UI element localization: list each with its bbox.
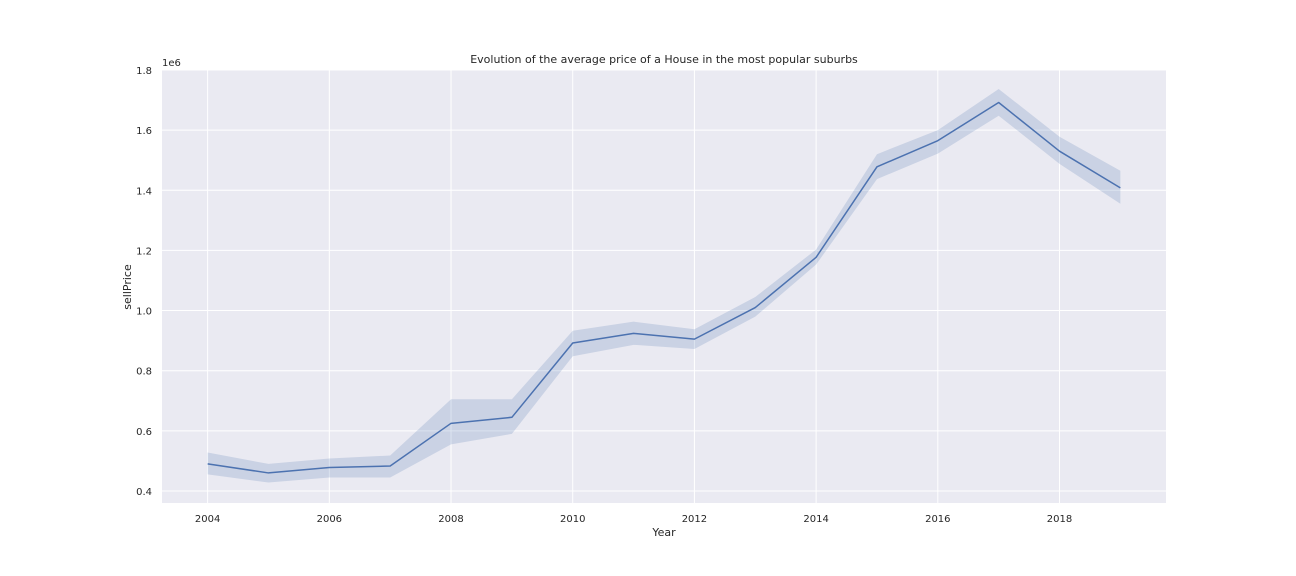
- y-tick-label: 1.2: [136, 246, 152, 257]
- x-tick-label: 2014: [803, 514, 828, 525]
- x-tick-label: 2006: [317, 514, 342, 525]
- plot-background: [162, 70, 1166, 503]
- y-axis-label: sellPrice: [121, 264, 134, 310]
- x-tick-labels: 2004 2006 2008 2010 2012 2014 2016 2018: [195, 514, 1072, 525]
- x-tick-label: 2004: [195, 514, 220, 525]
- x-gridlines: [207, 70, 1061, 503]
- series-line: [207, 101, 1121, 474]
- x-tick-label: 2018: [1047, 514, 1072, 525]
- y-tick-labels: 0.4 0.6 0.8 1.0 1.2 1.4 1.6 1.8: [136, 66, 152, 498]
- y-tick-label: 1.6: [136, 126, 152, 137]
- y-tick-label: 1.4: [136, 186, 152, 197]
- x-tick-label: 2016: [925, 514, 950, 525]
- y-offset-label: 1e6: [162, 58, 181, 69]
- y-tick-label: 0.6: [136, 427, 152, 438]
- x-axis-label: Year: [651, 526, 676, 539]
- y-tick-label: 1.8: [136, 66, 152, 77]
- y-tick-label: 0.4: [136, 487, 152, 498]
- confidence-band: [207, 88, 1121, 483]
- y-tick-label: 1.0: [136, 307, 152, 318]
- y-gridlines: [162, 69, 1166, 492]
- x-tick-label: 2012: [682, 514, 707, 525]
- y-tick-label: 0.8: [136, 367, 152, 378]
- x-tick-label: 2010: [560, 514, 585, 525]
- chart-title: Evolution of the average price of a Hous…: [470, 53, 858, 66]
- x-tick-label: 2008: [438, 514, 463, 525]
